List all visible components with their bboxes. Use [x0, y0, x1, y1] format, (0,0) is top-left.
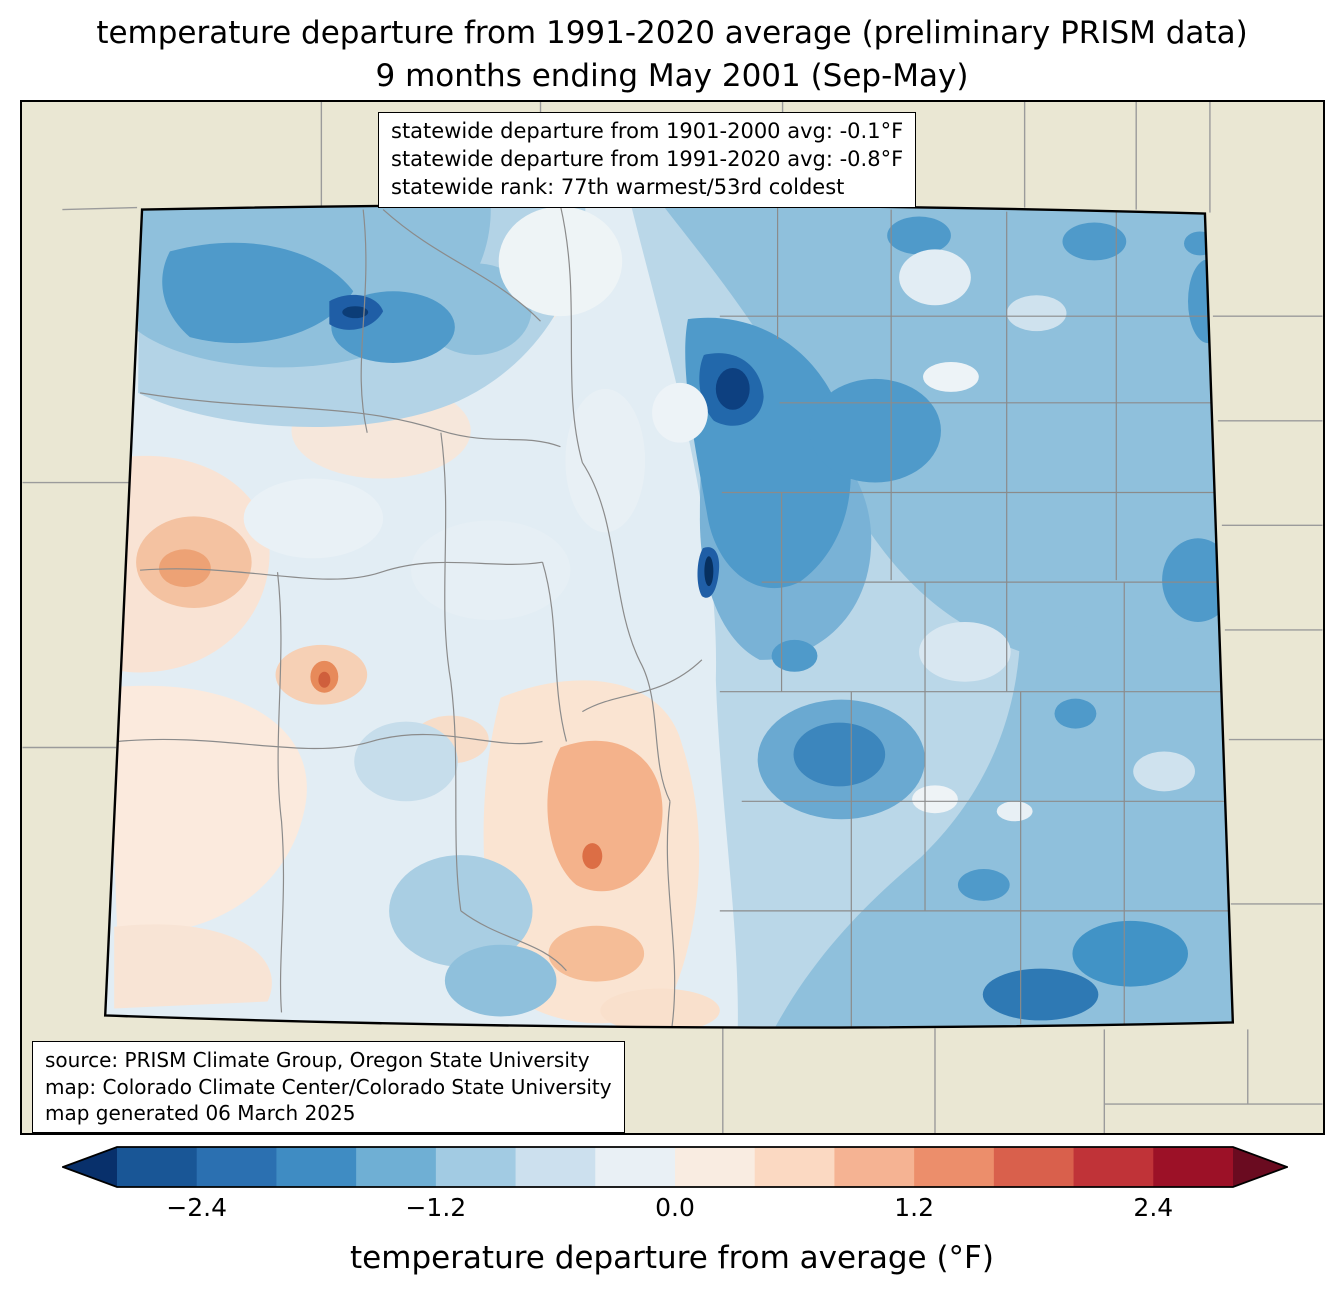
source-line-2: map: Colorado Climate Center/Colorado St…: [45, 1074, 612, 1099]
map-area: statewide departure from 1901-2000 avg: …: [20, 100, 1325, 1135]
page-title: temperature departure from 1991-2020 ave…: [0, 12, 1344, 98]
colorbar-axis-label: temperature departure from average (°F): [350, 1240, 994, 1276]
colorbar-ticks: −2.4 −1.2 0.0 1.2 2.4: [62, 1193, 1288, 1227]
colorado-map: [22, 102, 1323, 1133]
colorbar-tick: 0.0: [655, 1193, 695, 1222]
colorbar: [62, 1146, 1288, 1188]
county-boundaries: [117, 205, 1233, 1027]
source-line-3: map generated 06 March 2025: [45, 1101, 356, 1126]
stats-box: statewide departure from 1901-2000 avg: …: [378, 112, 917, 208]
source-line-1: source: PRISM Climate Group, Oregon Stat…: [45, 1048, 590, 1072]
near-normal-areas: [243, 206, 1195, 822]
source-box: source: PRISM Climate Group, Oregon Stat…: [32, 1041, 625, 1133]
colorbar-tick: 2.4: [1133, 1193, 1174, 1222]
stats-line-1: statewide departure from 1901-2000 avg: …: [391, 119, 904, 143]
colorbar-scale: [62, 1146, 1288, 1188]
colorbar-tick: 1.2: [894, 1193, 935, 1222]
stats-line-3: statewide rank: 77th warmest/53rd coldes…: [391, 174, 845, 199]
neighbor-state-lines: [22, 102, 1323, 1133]
cool-anomaly-areas: [138, 204, 1233, 1028]
title-line-2: 9 months ending May 2001 (Sep-May): [375, 57, 969, 94]
title-line-1: temperature departure from 1991-2020 ave…: [96, 15, 1248, 51]
colorbar-tick: −2.4: [166, 1193, 228, 1222]
colorbar-tick: −1.2: [405, 1193, 467, 1222]
stats-line-2: statewide departure from 1991-2020 avg: …: [391, 146, 904, 171]
